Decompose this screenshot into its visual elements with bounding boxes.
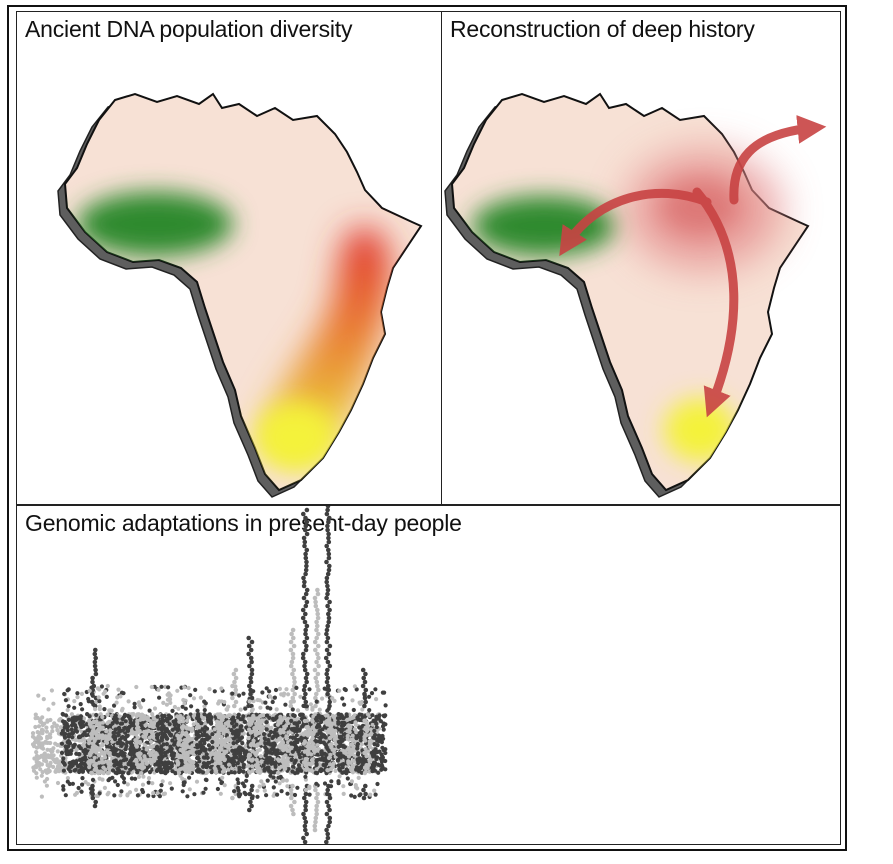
panel-ancient-dna-diversity: Ancient DNA population diversity bbox=[16, 11, 442, 505]
chromosome-block bbox=[369, 687, 388, 797]
panel-deep-history: Reconstruction of deep history bbox=[441, 11, 841, 505]
figure-frame bbox=[7, 5, 847, 851]
africa-map-icon bbox=[57, 93, 422, 498]
genome-scan-plot bbox=[30, 506, 388, 844]
west-population-blob bbox=[77, 192, 233, 256]
south-population-blob bbox=[255, 403, 335, 471]
west-population-blob bbox=[472, 196, 616, 256]
panel-title: Ancient DNA population diversity bbox=[25, 16, 353, 42]
panel-title: Reconstruction of deep history bbox=[450, 16, 755, 42]
migration-arrow-icon bbox=[559, 115, 827, 418]
east-south-gradient-blob bbox=[265, 227, 391, 458]
south-population-blob bbox=[664, 398, 736, 462]
panel-genomic-adaptations: Genomic adaptations in present-day peopl… bbox=[16, 505, 841, 845]
africa-map-icon bbox=[444, 93, 827, 498]
panel-title: Genomic adaptations in present-day peopl… bbox=[25, 510, 462, 536]
